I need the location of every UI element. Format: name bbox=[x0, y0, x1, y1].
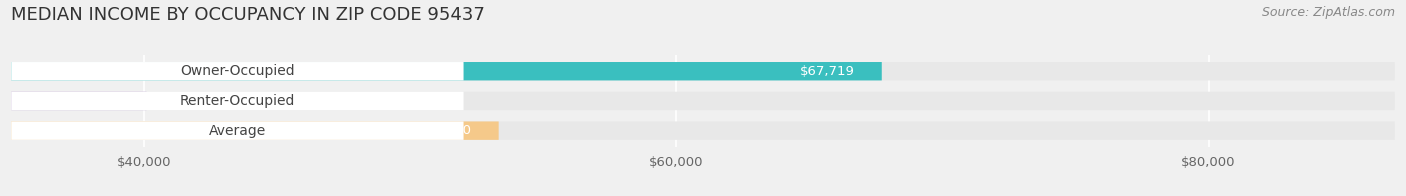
FancyBboxPatch shape bbox=[11, 122, 1395, 140]
Text: $40,086: $40,086 bbox=[66, 94, 120, 107]
Text: MEDIAN INCOME BY OCCUPANCY IN ZIP CODE 95437: MEDIAN INCOME BY OCCUPANCY IN ZIP CODE 9… bbox=[11, 6, 485, 24]
Text: Owner-Occupied: Owner-Occupied bbox=[180, 64, 295, 78]
Text: Average: Average bbox=[208, 124, 266, 138]
FancyBboxPatch shape bbox=[11, 62, 1395, 80]
FancyBboxPatch shape bbox=[11, 62, 464, 80]
FancyBboxPatch shape bbox=[11, 92, 1395, 110]
FancyBboxPatch shape bbox=[11, 92, 146, 110]
FancyBboxPatch shape bbox=[11, 122, 464, 140]
Text: $67,719: $67,719 bbox=[800, 65, 855, 78]
Text: Source: ZipAtlas.com: Source: ZipAtlas.com bbox=[1261, 6, 1395, 19]
Text: $53,320: $53,320 bbox=[418, 124, 472, 137]
FancyBboxPatch shape bbox=[11, 62, 882, 80]
FancyBboxPatch shape bbox=[11, 122, 499, 140]
FancyBboxPatch shape bbox=[11, 92, 464, 110]
Text: Renter-Occupied: Renter-Occupied bbox=[180, 94, 295, 108]
